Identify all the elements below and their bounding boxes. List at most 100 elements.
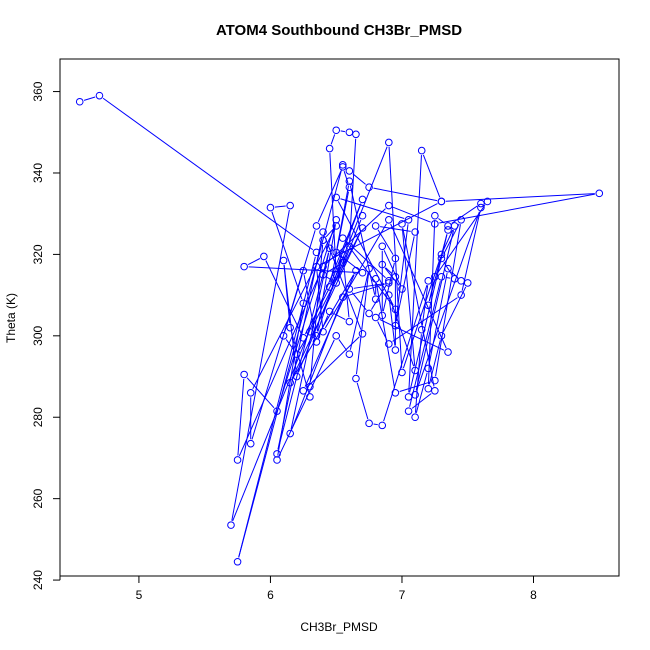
data-point — [385, 215, 393, 224]
series-segment — [411, 393, 432, 409]
data-point — [358, 195, 367, 204]
data-point — [306, 382, 314, 391]
series-segment — [351, 292, 367, 311]
data-point — [233, 456, 242, 464]
series-segment — [375, 283, 396, 389]
data-point — [365, 183, 373, 192]
x-tick-label: 8 — [530, 588, 537, 602]
data-point — [286, 429, 294, 438]
data-point — [286, 323, 294, 332]
data-point — [371, 222, 380, 230]
y-tick-label: 260 — [31, 488, 45, 508]
data-point — [246, 439, 255, 448]
data-point — [431, 386, 439, 395]
data-point — [95, 91, 104, 100]
data-point — [391, 254, 400, 263]
series-segment — [377, 229, 394, 255]
series-segment — [383, 284, 428, 422]
data-point — [365, 419, 373, 428]
data-point — [325, 144, 334, 153]
data-point — [398, 220, 406, 228]
data-point — [385, 291, 393, 299]
data-point — [266, 203, 275, 212]
series-segment — [373, 423, 378, 426]
data-point — [299, 266, 308, 275]
data-point — [352, 266, 360, 275]
y-tick-label: 240 — [31, 570, 45, 590]
x-axis-label: CH3Br_PMSD — [300, 620, 378, 634]
data-point — [233, 557, 242, 566]
data-point — [378, 242, 387, 251]
series-segment — [326, 264, 340, 273]
series-segment — [291, 301, 342, 430]
data-point — [404, 407, 413, 415]
data-point — [312, 222, 321, 230]
series-segment — [324, 223, 387, 329]
data-point — [338, 234, 347, 242]
data-point — [391, 272, 400, 281]
series-segment — [329, 153, 337, 271]
data-point — [292, 350, 301, 358]
data-point — [273, 407, 281, 415]
series-segment — [353, 283, 385, 289]
series-segment — [442, 229, 454, 251]
data-point — [319, 236, 327, 244]
data-point — [299, 386, 308, 395]
series-segment — [338, 339, 348, 351]
data-point — [444, 264, 452, 273]
series-segment — [285, 339, 295, 351]
data-point — [338, 250, 347, 259]
data-point — [463, 279, 472, 287]
data-point — [227, 521, 235, 529]
series-segment — [445, 276, 451, 279]
data-point — [391, 321, 400, 330]
data-point — [391, 346, 400, 354]
y-tick-label: 320 — [31, 244, 45, 264]
data-point — [385, 277, 393, 285]
data-point — [450, 275, 459, 283]
series-segment — [415, 372, 428, 414]
series-segment — [340, 130, 345, 133]
data-point — [385, 138, 393, 147]
data-point — [332, 193, 341, 202]
data-point — [75, 97, 84, 106]
data-point — [338, 163, 347, 171]
series-segment — [402, 228, 435, 387]
series-segment — [231, 209, 290, 521]
series-segment — [451, 205, 478, 224]
data-point — [444, 348, 452, 356]
data-point — [325, 244, 334, 253]
data-point — [345, 128, 354, 137]
data-point — [352, 130, 360, 139]
data-point — [319, 327, 327, 336]
data-point — [240, 262, 248, 271]
data-point — [444, 222, 452, 230]
data-point — [312, 248, 321, 257]
data-point — [391, 389, 400, 397]
data-point — [398, 368, 406, 377]
series-segment — [340, 198, 405, 219]
data-point — [260, 252, 268, 261]
series-segment — [428, 272, 448, 365]
series-segment — [356, 382, 369, 420]
series-segment — [389, 299, 415, 367]
data-point — [483, 197, 492, 206]
series-segment — [390, 223, 447, 349]
series-segment — [284, 274, 303, 332]
data-point — [319, 270, 327, 279]
y-tick-label: 300 — [31, 325, 45, 345]
series-segment — [427, 220, 436, 385]
series-segment — [252, 229, 335, 390]
data-point — [457, 277, 465, 285]
data-point — [306, 327, 314, 336]
data-point — [332, 126, 341, 135]
x-axis: 5 6 7 8 — [136, 575, 537, 602]
data-point — [595, 189, 604, 198]
data-point — [444, 226, 452, 234]
series-segment — [428, 340, 441, 385]
data-point — [332, 270, 341, 279]
data-point — [457, 215, 465, 224]
y-tick-label: 340 — [31, 163, 45, 183]
series-segment — [385, 267, 393, 275]
